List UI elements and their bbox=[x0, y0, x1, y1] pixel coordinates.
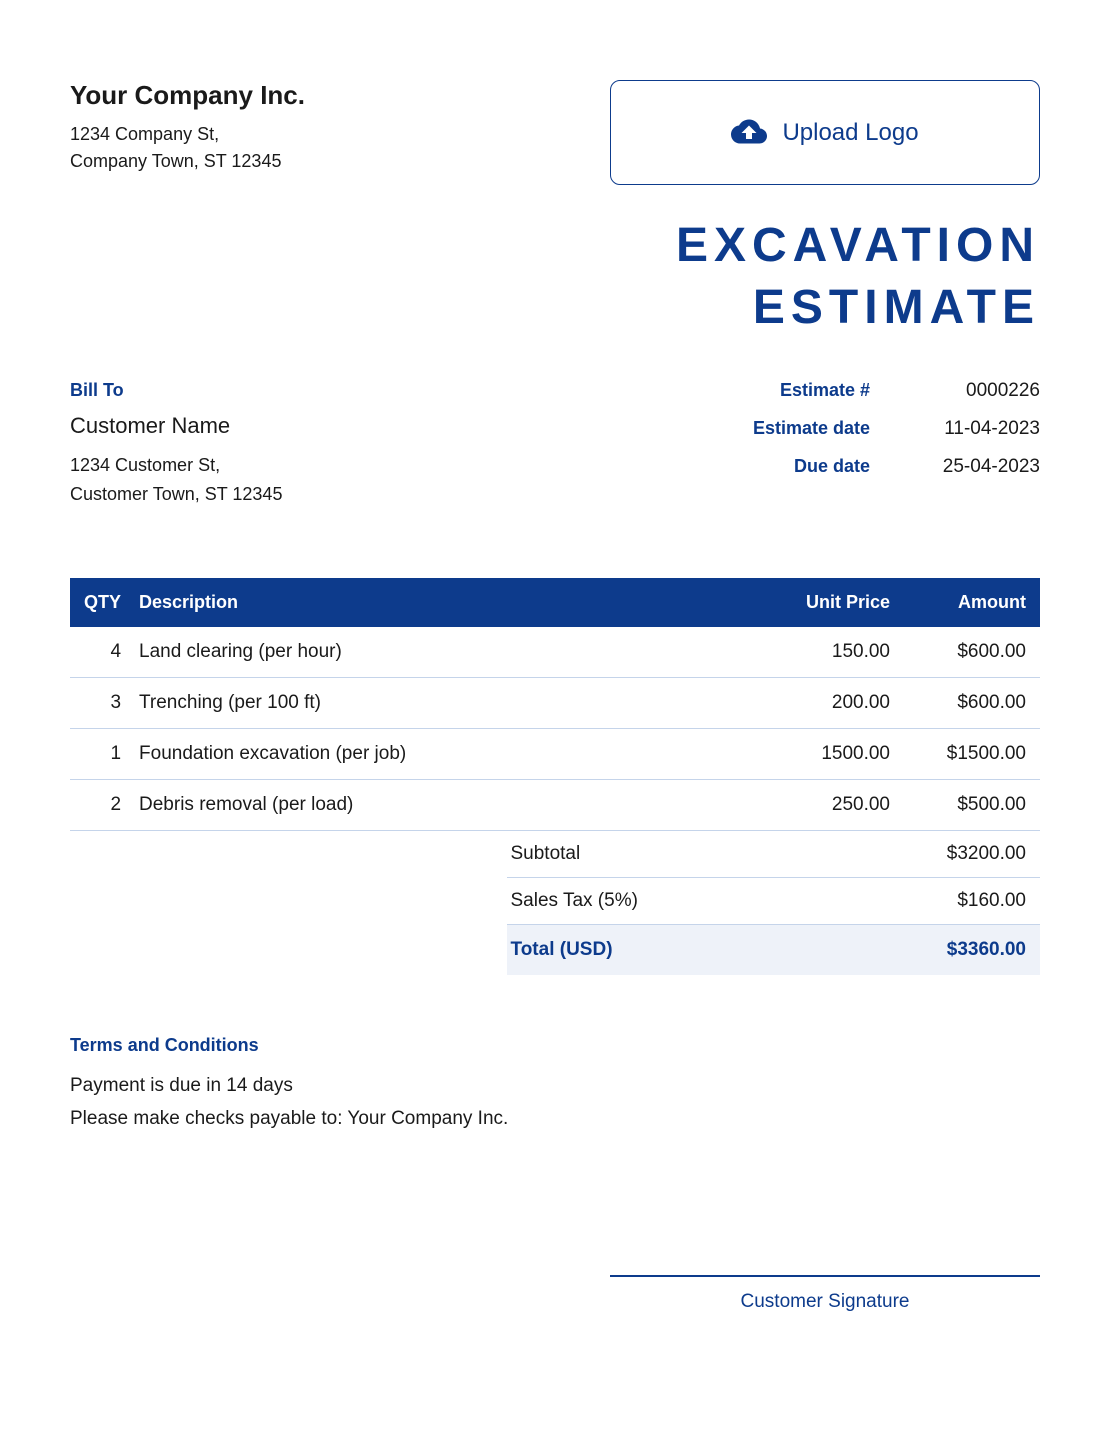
subtotal-row: Subtotal $3200.00 bbox=[507, 831, 1041, 878]
customer-address-line2: Customer Town, ST 12345 bbox=[70, 480, 680, 509]
cell-amount: $600.00 bbox=[900, 678, 1040, 729]
estimate-number-value: 0000226 bbox=[910, 380, 1040, 402]
cell-qty: 3 bbox=[70, 678, 131, 729]
estimate-date-value: 11-04-2023 bbox=[910, 418, 1040, 440]
total-row: Total (USD) $3360.00 bbox=[507, 925, 1041, 975]
cell-description: Trenching (per 100 ft) bbox=[131, 678, 730, 729]
bill-to-label: Bill To bbox=[70, 380, 680, 401]
estimate-number-label: Estimate # bbox=[680, 380, 910, 401]
table-row: 1Foundation excavation (per job)1500.00$… bbox=[70, 729, 1040, 780]
cell-amount: $500.00 bbox=[900, 780, 1040, 831]
cell-qty: 1 bbox=[70, 729, 131, 780]
due-date-label: Due date bbox=[680, 456, 910, 477]
due-date-value: 25-04-2023 bbox=[910, 456, 1040, 478]
cell-qty: 2 bbox=[70, 780, 131, 831]
upload-logo-button[interactable]: Upload Logo bbox=[610, 80, 1040, 185]
company-address-line1: 1234 Company St, bbox=[70, 121, 610, 148]
customer-name: Customer Name bbox=[70, 413, 680, 439]
signature-line: Customer Signature bbox=[610, 1275, 1040, 1313]
terms-section: Terms and Conditions Payment is due in 1… bbox=[70, 1035, 1040, 1135]
totals: Subtotal $3200.00 Sales Tax (5%) $160.00… bbox=[507, 831, 1041, 975]
cell-unit-price: 150.00 bbox=[730, 627, 900, 678]
due-date-row: Due date 25-04-2023 bbox=[680, 456, 1040, 478]
document-title-line2: ESTIMATE bbox=[70, 277, 1040, 339]
tax-label: Sales Tax (5%) bbox=[511, 890, 638, 912]
estimate-details: Estimate # 0000226 Estimate date 11-04-2… bbox=[680, 380, 1040, 509]
info-section: Bill To Customer Name 1234 Customer St, … bbox=[70, 380, 1040, 509]
cell-qty: 4 bbox=[70, 627, 131, 678]
company-address: 1234 Company St, Company Town, ST 12345 bbox=[70, 121, 610, 175]
cell-description: Land clearing (per hour) bbox=[131, 627, 730, 678]
table-row: 2Debris removal (per load)250.00$500.00 bbox=[70, 780, 1040, 831]
company-name: Your Company Inc. bbox=[70, 80, 610, 111]
bill-to: Bill To Customer Name 1234 Customer St, … bbox=[70, 380, 680, 509]
estimate-date-label: Estimate date bbox=[680, 418, 910, 439]
document-title: EXCAVATION ESTIMATE bbox=[70, 215, 1040, 340]
upload-logo-label: Upload Logo bbox=[782, 119, 918, 147]
th-unit-price: Unit Price bbox=[730, 578, 900, 627]
signature-label: Customer Signature bbox=[741, 1291, 910, 1312]
terms-line1: Payment is due in 14 days bbox=[70, 1070, 1040, 1102]
cell-description: Debris removal (per load) bbox=[131, 780, 730, 831]
th-qty: QTY bbox=[70, 578, 131, 627]
cell-amount: $1500.00 bbox=[900, 729, 1040, 780]
th-amount: Amount bbox=[900, 578, 1040, 627]
subtotal-value: $3200.00 bbox=[947, 843, 1026, 865]
items-table: QTY Description Unit Price Amount 4Land … bbox=[70, 578, 1040, 831]
cell-unit-price: 250.00 bbox=[730, 780, 900, 831]
estimate-date-row: Estimate date 11-04-2023 bbox=[680, 418, 1040, 440]
total-value: $3360.00 bbox=[947, 939, 1026, 961]
items-table-body: 4Land clearing (per hour)150.00$600.003T… bbox=[70, 627, 1040, 831]
th-description: Description bbox=[131, 578, 730, 627]
table-row: 4Land clearing (per hour)150.00$600.00 bbox=[70, 627, 1040, 678]
company-address-line2: Company Town, ST 12345 bbox=[70, 148, 610, 175]
company-info: Your Company Inc. 1234 Company St, Compa… bbox=[70, 80, 610, 175]
items-table-header: QTY Description Unit Price Amount bbox=[70, 578, 1040, 627]
total-label: Total (USD) bbox=[511, 939, 613, 961]
table-row: 3Trenching (per 100 ft)200.00$600.00 bbox=[70, 678, 1040, 729]
subtotal-label: Subtotal bbox=[511, 843, 581, 865]
header: Your Company Inc. 1234 Company St, Compa… bbox=[70, 80, 1040, 185]
estimate-number-row: Estimate # 0000226 bbox=[680, 380, 1040, 402]
cell-unit-price: 1500.00 bbox=[730, 729, 900, 780]
customer-address-line1: 1234 Customer St, bbox=[70, 451, 680, 480]
cell-amount: $600.00 bbox=[900, 627, 1040, 678]
cell-unit-price: 200.00 bbox=[730, 678, 900, 729]
cloud-upload-icon bbox=[731, 116, 767, 149]
tax-row: Sales Tax (5%) $160.00 bbox=[507, 878, 1041, 925]
cell-description: Foundation excavation (per job) bbox=[131, 729, 730, 780]
terms-line2: Please make checks payable to: Your Comp… bbox=[70, 1103, 1040, 1135]
terms-label: Terms and Conditions bbox=[70, 1035, 1040, 1056]
document-title-line1: EXCAVATION bbox=[70, 215, 1040, 277]
customer-address: 1234 Customer St, Customer Town, ST 1234… bbox=[70, 451, 680, 509]
tax-value: $160.00 bbox=[957, 890, 1026, 912]
terms-text: Payment is due in 14 days Please make ch… bbox=[70, 1070, 1040, 1135]
